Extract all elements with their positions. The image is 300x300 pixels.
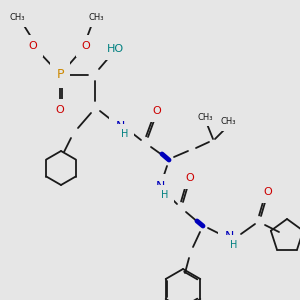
Text: O: O: [28, 41, 38, 51]
Text: H: H: [121, 129, 129, 139]
Text: N: N: [155, 181, 165, 194]
Text: O: O: [186, 173, 194, 183]
Text: HO: HO: [106, 44, 124, 54]
Text: O: O: [153, 106, 161, 116]
Text: H: H: [161, 190, 169, 200]
Text: CH₃: CH₃: [197, 112, 213, 122]
Text: P: P: [56, 68, 64, 82]
Text: H: H: [230, 240, 238, 250]
Text: O: O: [56, 105, 64, 115]
Text: CH₃: CH₃: [88, 14, 104, 22]
Text: O: O: [264, 187, 272, 197]
Text: CH₃: CH₃: [9, 14, 25, 22]
Text: CH₃: CH₃: [220, 118, 236, 127]
Text: N: N: [115, 119, 125, 133]
Text: O: O: [82, 41, 90, 51]
Text: N: N: [224, 230, 234, 244]
